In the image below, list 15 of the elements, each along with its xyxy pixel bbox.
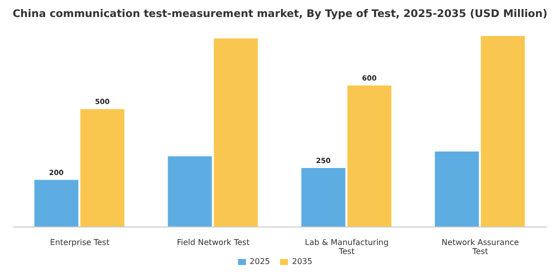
bar (80, 109, 124, 227)
x-tick-label: Enterprise Test (50, 238, 110, 247)
bar (347, 86, 392, 227)
legend-label: 2035 (292, 257, 312, 266)
bar (434, 152, 479, 227)
chart-title: China communication test-measurement market, By Type of Test, 2025-2035 (USD Million) (12, 8, 548, 20)
bar (34, 180, 78, 227)
bar (214, 38, 258, 227)
bar (168, 156, 212, 227)
x-tick-label: Field Network Test (176, 238, 250, 247)
x-tick-label: Network Assurance Test (442, 238, 520, 256)
x-tick-label: Lab & Manufacturing Test (304, 238, 389, 256)
legend-label: 2025 (250, 257, 270, 266)
bar (480, 36, 525, 227)
bar (301, 168, 346, 227)
